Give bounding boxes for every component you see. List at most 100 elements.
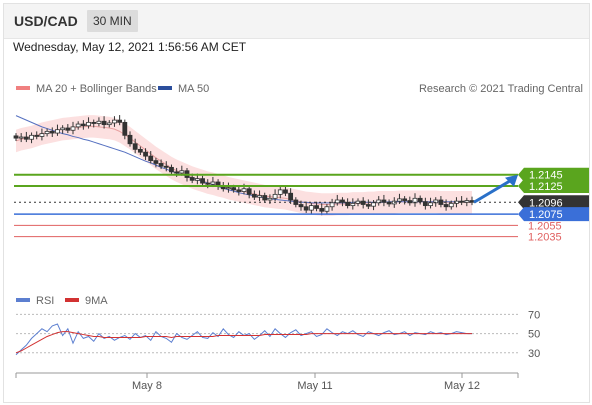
ma20-legend-swatch — [16, 86, 30, 90]
rsi-ma-line — [15, 331, 472, 354]
candle-body — [360, 200, 366, 205]
candle-body — [443, 204, 449, 208]
rsi-legend-label: RSI — [36, 295, 54, 307]
candle-body — [314, 205, 319, 209]
candle-body — [174, 171, 180, 174]
timeframe-badge[interactable]: 30 MIN — [87, 10, 138, 32]
candle-body — [433, 199, 439, 204]
candle-body — [65, 127, 71, 131]
chart-datetime: Wednesday, May 12, 2021 1:56:56 AM CET — [13, 40, 247, 54]
candle-body — [350, 202, 356, 207]
candle-body — [70, 126, 76, 131]
candle-body — [257, 195, 262, 198]
candle-body — [112, 119, 117, 124]
candle-body — [80, 123, 86, 127]
candle-body — [412, 197, 418, 204]
ma50-legend-label: MA 50 — [178, 83, 209, 95]
candle-body — [464, 200, 470, 203]
candle-body — [246, 188, 252, 195]
candle-body — [236, 189, 242, 192]
level-tag-1.2075 — [518, 207, 589, 222]
candle-body — [251, 193, 257, 198]
candle-body — [345, 201, 351, 207]
level-tag-1.2096 — [518, 195, 589, 210]
rsi-tick-50: 50 — [528, 329, 540, 341]
rsi-ma-legend-label: 9MA — [85, 295, 108, 307]
price-panel — [13, 115, 475, 216]
rsi-panel: 70 50 30 — [15, 309, 540, 360]
candle-body — [267, 197, 273, 201]
x-tick-label-1: May 11 — [297, 380, 332, 392]
candle-body — [272, 193, 278, 199]
rsi-ma-legend-swatch — [65, 298, 79, 302]
candle-body — [153, 160, 159, 164]
candle-body — [397, 198, 402, 202]
candle-body — [365, 204, 371, 207]
level-tag-1.2145 — [518, 167, 589, 182]
candle-body — [324, 206, 330, 212]
candle-body — [189, 177, 195, 181]
candle-body — [60, 127, 66, 131]
candle-body — [101, 120, 107, 126]
level-label-1.2055: 1.2055 — [528, 220, 562, 232]
candle-body — [231, 187, 237, 191]
candle-body — [376, 199, 382, 204]
candle-body — [23, 136, 29, 140]
candle-body — [106, 122, 112, 126]
candle-body — [34, 134, 40, 137]
level-tag-1.2125 — [518, 178, 589, 193]
candle-body — [200, 178, 205, 184]
candle-body — [381, 199, 387, 203]
ma20-legend-label: MA 20 + Bollinger Bands — [36, 83, 157, 95]
candle-body — [117, 119, 123, 123]
candle-body — [298, 204, 304, 208]
forecast-arrow-shaft — [473, 178, 513, 204]
candle-body — [75, 123, 81, 128]
candle-body — [55, 129, 60, 134]
chart-header: USD/CAD 30 MIN — [4, 4, 589, 39]
candle-body — [417, 197, 423, 203]
candle-body — [137, 148, 143, 153]
level-label-1.2145: 1.2145 — [529, 170, 563, 182]
candle-body — [96, 120, 102, 124]
candle-body — [319, 208, 325, 212]
candle-body — [127, 134, 133, 145]
x-axis: May 8 May 11 May 12 — [15, 372, 519, 392]
candle-body — [49, 130, 55, 134]
x-tick-label-0: May 8 — [132, 380, 162, 392]
candle-body — [448, 202, 454, 208]
rsi-legend-swatch — [16, 298, 30, 302]
level-label-1.2035: 1.2035 — [528, 232, 562, 244]
candle-body — [39, 133, 45, 137]
candle-body — [179, 170, 185, 174]
candle-body — [194, 178, 200, 181]
symbol-title: USD/CAD — [14, 13, 78, 29]
candle-body — [13, 135, 19, 139]
candle-body — [262, 195, 268, 201]
rsi-tick-70: 70 — [528, 309, 540, 321]
candle-body — [334, 199, 340, 204]
candle-body — [308, 205, 314, 211]
candle-body — [459, 200, 465, 203]
rsi-line — [15, 323, 472, 356]
level-label-1.2096: 1.2096 — [529, 197, 563, 209]
x-tick-label-2: May 12 — [444, 380, 480, 392]
candle-body — [158, 163, 164, 167]
forecast-arrow-head — [505, 174, 518, 187]
candle-body — [205, 182, 211, 185]
candle-body — [422, 201, 428, 207]
candle-body — [407, 200, 413, 204]
rsi-tick-30: 30 — [528, 348, 540, 360]
level-label-1.2075: 1.2075 — [529, 209, 563, 221]
candle-body — [340, 199, 345, 203]
credit-text: Research © 2021 Trading Central — [419, 83, 583, 95]
level-label-1.2125: 1.2125 — [529, 181, 563, 193]
candle-body — [18, 136, 24, 139]
candle-body — [29, 134, 34, 140]
candle-body — [226, 187, 231, 190]
candle-body — [241, 188, 247, 192]
candle-body — [329, 202, 335, 208]
candle-body — [283, 189, 288, 194]
